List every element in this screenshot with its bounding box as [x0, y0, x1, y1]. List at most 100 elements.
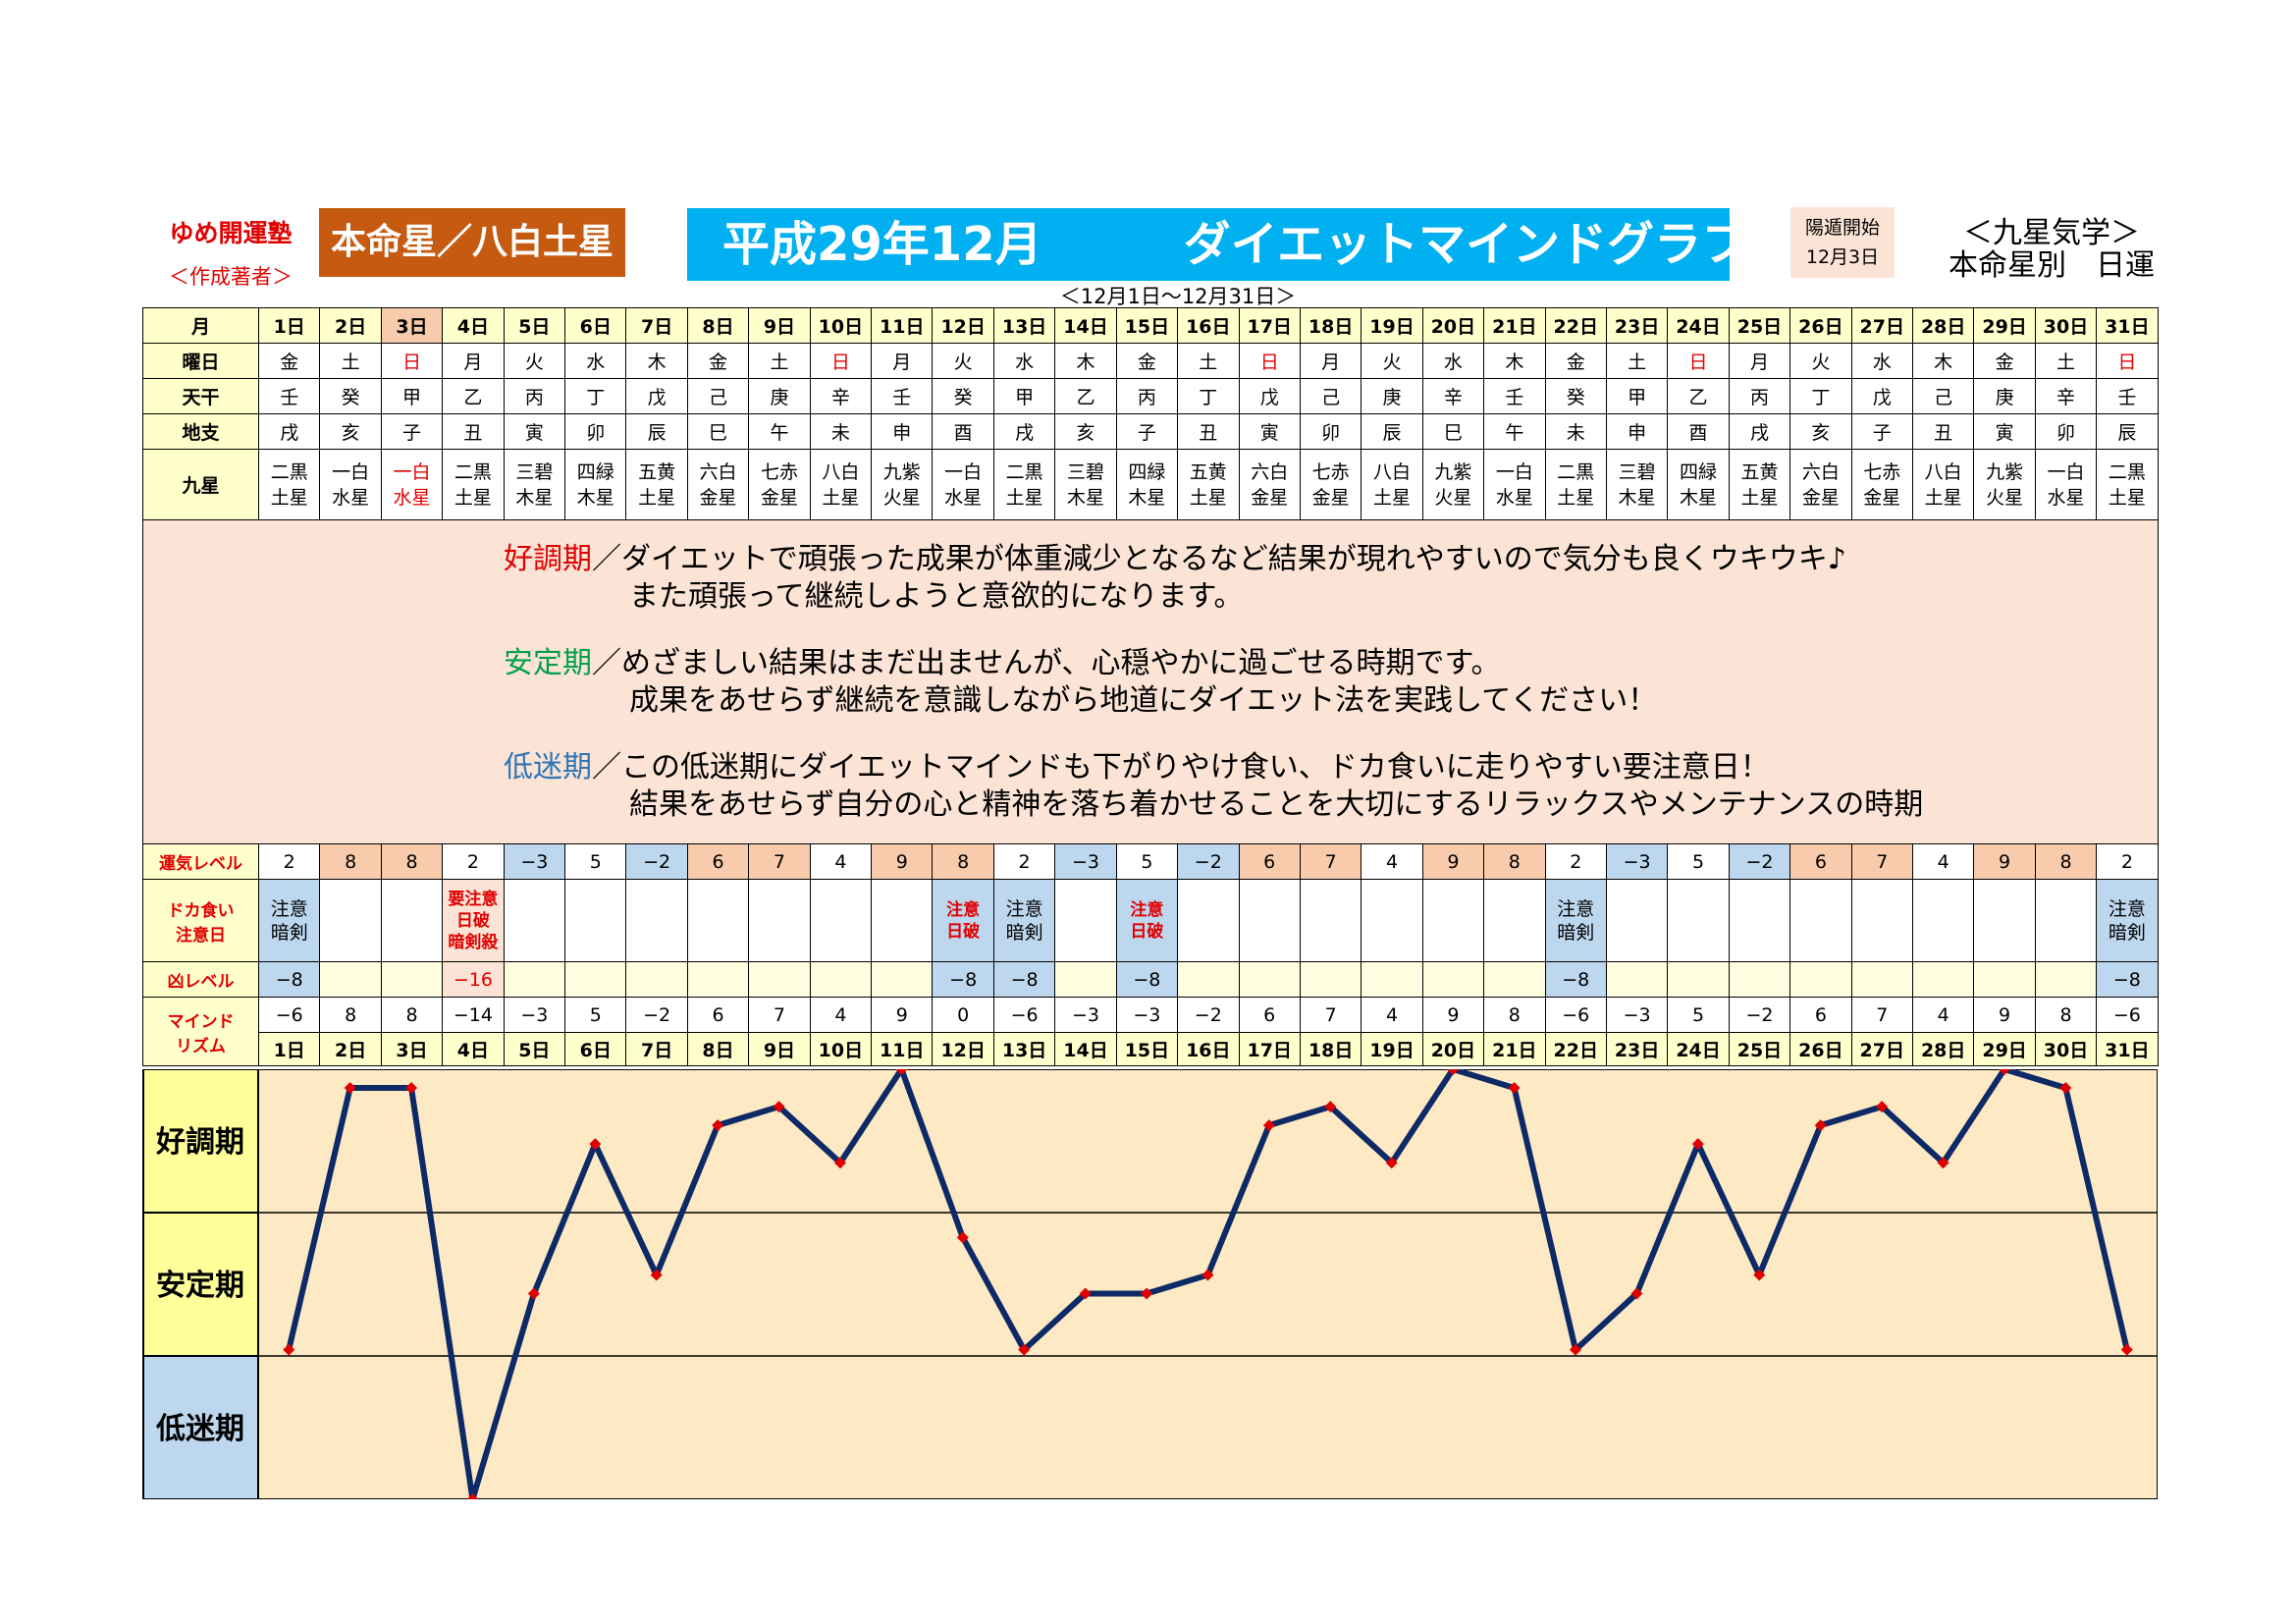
tenkan-cell: 庚 [1361, 378, 1423, 414]
tenkan-cell: 癸 [932, 378, 994, 414]
binge-warning-cell [1054, 879, 1117, 962]
cell-line: 金星 [760, 486, 798, 509]
kyusei-cell: 二黒 土星 [2096, 449, 2159, 520]
cell-line: 四緑 [576, 460, 614, 483]
bad-level-cell [380, 961, 444, 998]
tenkan-cell: 戊 [1238, 378, 1301, 414]
tenkan-cell: 乙 [1667, 378, 1730, 414]
chishi-cell: 亥 [1789, 413, 1852, 450]
tenkan-cell: 甲 [1605, 378, 1669, 414]
mind-value-cell: 6 [1789, 997, 1852, 1033]
cell-line: 注意 [1005, 897, 1043, 920]
phase-description: 好調期／ダイエットで頑張った成果が体重減少となるなど結果が現れやすいので気分も良… [142, 519, 2159, 844]
weekday-cell: 金 [686, 343, 750, 379]
chishi-cell: 卯 [2034, 413, 2098, 450]
bad-level-cell [564, 961, 627, 998]
data-point [833, 1157, 846, 1169]
bad-level-cell [1728, 961, 1791, 998]
mind-day-cell: 12日 [932, 1032, 994, 1066]
bad-level-cell [1299, 961, 1362, 998]
tenkan-cell: 己 [686, 378, 750, 414]
phase-good-text: ／ダイエットで頑張った成果が体重減少となるなど結果が現れやすいので気分も良くウキ… [592, 541, 1846, 576]
kyusei-cell: 六白 金星 [1789, 449, 1852, 520]
cell-line: 日破 [946, 921, 981, 942]
cell-line: 五黄 [638, 460, 676, 483]
data-point [1385, 1157, 1398, 1169]
mind-day-cell: 2日 [319, 1032, 382, 1066]
cell-line: 六白 [699, 460, 737, 483]
data-point [283, 1343, 295, 1356]
cell-line: 八白 [1373, 460, 1412, 483]
cell-line: 水星 [2047, 486, 2085, 509]
mind-value-cell: −6 [2096, 997, 2159, 1033]
cell-line: 木星 [1128, 486, 1166, 509]
day-header: 2日 [319, 307, 382, 344]
weekday-cell: 土 [1177, 343, 1240, 379]
cell-line: 金星 [1311, 486, 1350, 509]
data-point [1141, 1287, 1153, 1300]
cell-line: 九紫 [1434, 460, 1472, 483]
kyusei-cell: 三碧 木星 [503, 449, 566, 520]
cell-line: 土星 [638, 486, 676, 509]
binge-label: ドカ食い 注意日 [142, 879, 259, 962]
mind-day-cell: 11日 [871, 1032, 934, 1066]
cell-line: 七赤 [760, 460, 798, 483]
mind-value-cell: 4 [1361, 997, 1423, 1033]
chishi-cell: 午 [1483, 413, 1546, 450]
mind-value-cell: 7 [748, 997, 811, 1033]
luck-level-cell: 9 [1421, 843, 1485, 880]
binge-warning-cell [1911, 879, 1975, 962]
cell-line: 水星 [393, 486, 431, 509]
cell-line: 九紫 [1986, 460, 2024, 483]
chishi-cell: 午 [748, 413, 811, 450]
binge-warning-cell [1299, 879, 1362, 962]
mind-day-cell: 5日 [503, 1032, 566, 1066]
luck-level-cell: −3 [503, 843, 566, 880]
data-point [1998, 1069, 2010, 1075]
binge-warning-cell [1850, 879, 1913, 962]
kyusei-cell: 七赤 金星 [1299, 449, 1362, 520]
binge-warning-cell [503, 879, 566, 962]
bad-level-cell: −8 [932, 961, 994, 998]
cell-line: 日破 [455, 910, 490, 931]
chishi-cell: 丑 [1911, 413, 1975, 450]
bad-level-cell: −8 [1115, 961, 1179, 998]
cell-line: ドカ食い [167, 900, 235, 921]
tenkan-cell: 甲 [380, 378, 444, 414]
kyusei-cell: 七赤 金星 [1850, 449, 1913, 520]
data-point [1876, 1101, 1889, 1113]
day-header: 30日 [2034, 307, 2098, 344]
cell-line: 三碧 [1066, 460, 1104, 483]
honmei-star-label: 本命星／八白土星 [319, 208, 625, 277]
binge-row: ドカ食い 注意日 注意 暗剣 要注意 日破 暗剣殺 注意 日破 注意 暗剣 注意 日破 注意 暗剣 注意 暗剣 [142, 879, 2159, 962]
weekday-cell: 土 [748, 343, 811, 379]
weekday-cell: 月 [1299, 343, 1362, 379]
mind-day-cell: 18日 [1299, 1032, 1362, 1066]
band-label: 好調期 [155, 1125, 244, 1160]
binge-warning-cell: 注意 日破 [932, 879, 994, 962]
day-header: 20日 [1421, 307, 1485, 344]
mind-day-cell: 16日 [1177, 1032, 1240, 1066]
cell-line: 注意 [1557, 897, 1595, 920]
mind-value-cell: −2 [1177, 997, 1240, 1033]
bad-level-cell [1238, 961, 1301, 998]
mind-day-cell: 24日 [1667, 1032, 1730, 1066]
phase-stable-line2: 成果をあせらず継続を意識しながら地道にダイエット法を実践してください！ [629, 682, 1658, 718]
mind-day-cell: 19日 [1361, 1032, 1423, 1066]
kyusei-row: 九星 二黒 土星 一白 水星 一白 水星 二黒 土星 三碧 木星 四緑 木星 五黄 土星 六白 金星 七赤 金星 八白… [142, 449, 2159, 520]
cell-line: 四緑 [1680, 460, 1718, 483]
day-header: 24日 [1667, 307, 1730, 344]
luck-level-cell: 4 [809, 843, 873, 880]
chishi-cell: 申 [871, 413, 934, 450]
luck-level-cell: 2 [992, 843, 1056, 880]
chishi-cell: 未 [809, 413, 873, 450]
weekday-cell: 水 [1421, 343, 1485, 379]
brand-name: ゆめ開運塾 [169, 219, 293, 247]
phase-stable-text: ／めざましい結果はまだ出ませんが、心穏やかに過ごせる時期です。 [592, 645, 1501, 680]
luck-level-cell: 2 [257, 843, 321, 880]
luck-level-cell: 6 [1789, 843, 1852, 880]
month-row: 月 1日 2日 3日 4日 5日 6日 7日 8日 9日 10日 11日 12日 13日 14日 15日 16日… [142, 307, 2159, 344]
day-header: 23日 [1605, 307, 1669, 344]
band-label-bg [142, 1069, 259, 1214]
kyusei-cell: 四緑 木星 [1667, 449, 1730, 520]
